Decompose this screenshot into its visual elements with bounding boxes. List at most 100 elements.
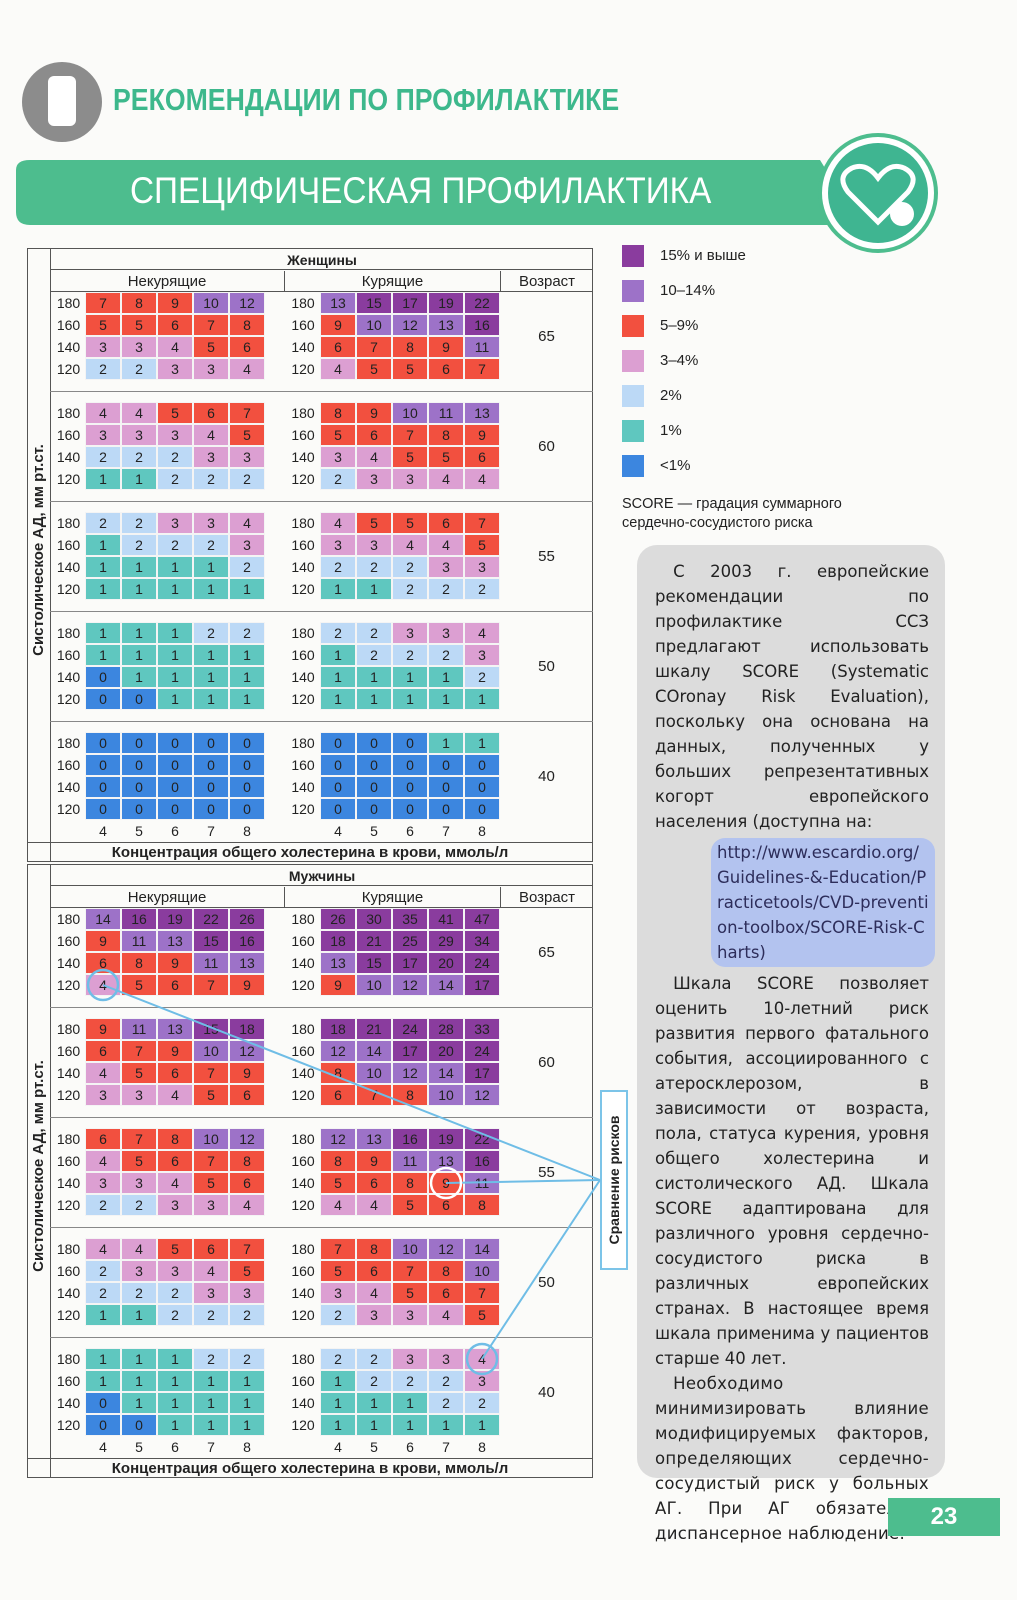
risk-cell: 3 [392,622,428,644]
cholesterol-label: 6 [171,823,179,839]
banner [16,160,860,225]
legend-swatch [622,245,644,267]
risk-cell: 18 [320,930,356,952]
risk-cell: 1 [229,578,265,600]
risk-cell: 9 [157,292,193,314]
risk-cell: 1 [356,1414,392,1436]
rule [50,1007,593,1008]
risk-cell: 0 [356,776,392,798]
sex-header: Женщины [50,250,593,270]
risk-cell: 1 [121,468,157,490]
bp-label: 180 [56,735,81,751]
risk-cell: 21 [356,1018,392,1040]
paragraph: Шкала SCORE позволяет оценить 10-летний … [655,974,929,1368]
risk-cell: 0 [320,732,356,754]
risk-cell: 12 [392,1062,428,1084]
risk-cell: 0 [121,776,157,798]
bp-label: 160 [291,647,315,663]
cholesterol-label: 4 [99,1439,107,1455]
bp-label: 140 [291,449,315,465]
bp-label: 160 [291,1043,315,1059]
risk-cell: 2 [392,1370,428,1392]
heart-icon [828,143,928,243]
risk-cell: 11 [464,1172,500,1194]
risk-cell: 5 [320,1260,356,1282]
bp-label: 180 [56,1131,81,1147]
risk-cell: 0 [392,776,428,798]
cholesterol-label: 8 [243,1439,251,1455]
bp-label: 140 [56,955,81,971]
risk-cell: 2 [229,556,265,578]
risk-cell: 8 [121,292,157,314]
risk-cell: 0 [229,754,265,776]
cholesterol-label: 7 [442,1439,450,1455]
legend-swatch [622,280,644,302]
bp-label: 180 [291,911,315,927]
bp-label: 140 [291,559,315,575]
risk-cell: 10 [392,1238,428,1260]
risk-cell: 5 [85,314,121,336]
cholesterol-label: 6 [406,823,414,839]
risk-cell: 4 [85,1062,121,1084]
risk-cell: 4 [121,1238,157,1260]
rule [50,1227,593,1228]
risk-cell: 4 [229,1194,265,1216]
risk-cell: 2 [121,534,157,556]
risk-cell: 2 [428,644,464,666]
bp-label: 140 [291,1395,315,1411]
risk-cell: 8 [229,314,265,336]
risk-cell: 1 [392,1392,428,1414]
risk-cell: 12 [320,1040,356,1062]
risk-cell: 2 [157,534,193,556]
bp-label: 140 [56,1395,81,1411]
bp-label: 120 [56,581,81,597]
risk-cell: 11 [428,402,464,424]
risk-cell: 1 [157,688,193,710]
risk-cell: 2 [157,468,193,490]
risk-cell: 17 [392,952,428,974]
risk-cell: 12 [229,1128,265,1150]
risk-cell: 2 [392,578,428,600]
x-axis-label: Концентрация общего холестерина в крови,… [111,843,509,861]
risk-cell: 3 [464,556,500,578]
risk-cell: 3 [193,1194,229,1216]
risk-cell: 6 [464,446,500,468]
risk-cell: 8 [428,1260,464,1282]
risk-cell: 5 [392,1194,428,1216]
risk-cell: 2 [121,512,157,534]
risk-cell: 10 [392,402,428,424]
risk-cell: 3 [320,446,356,468]
risk-cell: 2 [85,1282,121,1304]
bp-label: 180 [291,735,315,751]
risk-cell: 15 [193,1018,229,1040]
risk-cell: 17 [464,1062,500,1084]
risk-cell: 9 [157,1040,193,1062]
legend-label: 2% [660,387,682,404]
cholesterol-label: 4 [334,823,342,839]
risk-cell: 2 [464,666,500,688]
risk-cell: 1 [428,666,464,688]
bp-label: 140 [291,1065,315,1081]
risk-cell: 1 [157,666,193,688]
bp-label: 120 [56,1307,81,1323]
risk-cell: 19 [428,1128,464,1150]
risk-cell: 0 [157,732,193,754]
chart-frame [27,248,593,862]
bp-label: 180 [56,911,81,927]
risk-cell: 0 [356,754,392,776]
risk-cell: 9 [229,1062,265,1084]
age-label: 65 [538,943,555,961]
risk-cell: 4 [464,468,500,490]
bp-label: 160 [56,647,81,663]
risk-cell: 1 [320,578,356,600]
risk-cell: 2 [229,622,265,644]
rule [27,1458,593,1459]
age-label: 60 [538,1053,555,1071]
risk-cell: 16 [121,908,157,930]
risk-cell: 5 [320,424,356,446]
risk-cell: 4 [193,1260,229,1282]
risk-cell: 20 [428,952,464,974]
risk-cell: 3 [157,512,193,534]
risk-cell: 2 [229,1304,265,1326]
bp-label: 120 [291,1197,315,1213]
